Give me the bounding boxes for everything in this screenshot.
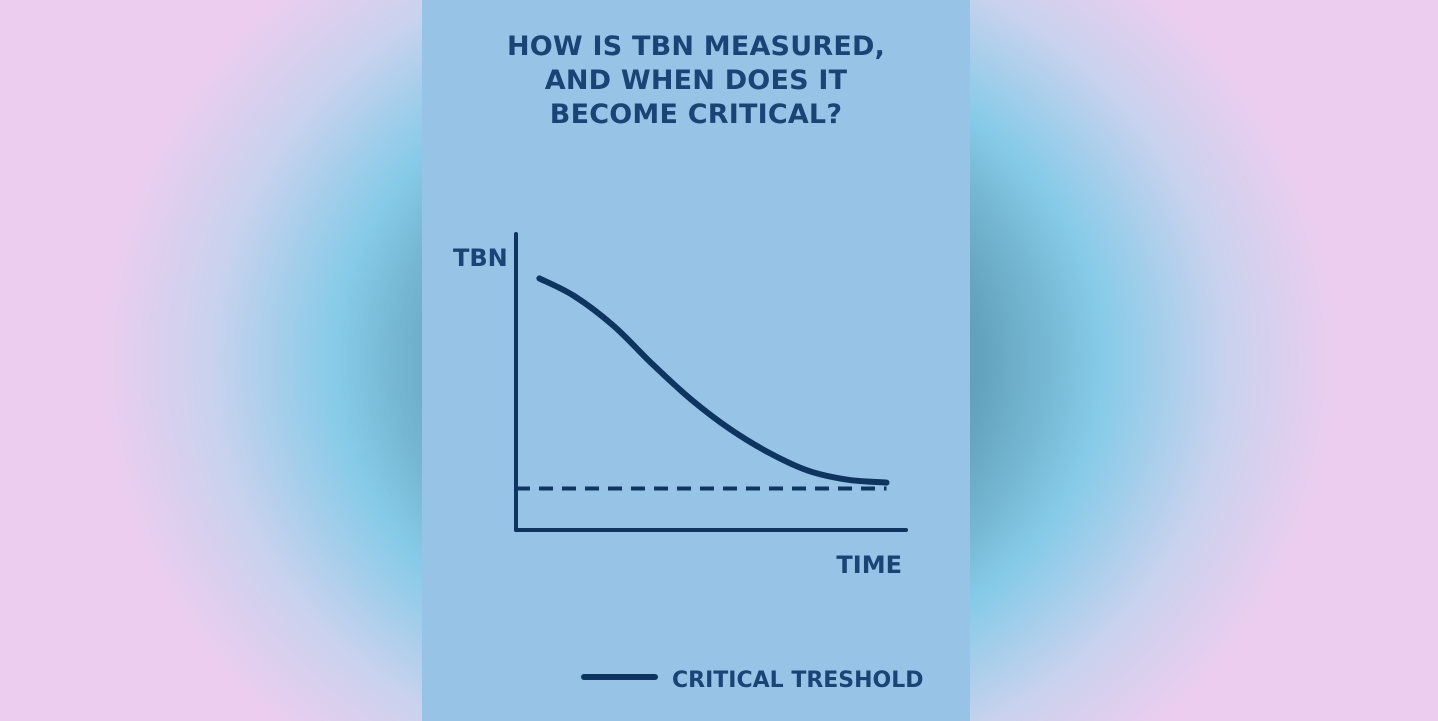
legend: CRITICAL TRESHOLD bbox=[581, 668, 924, 693]
chart-title-line-3: BECOME CRITICAL? bbox=[549, 99, 843, 130]
tbn-series-line bbox=[536, 275, 890, 486]
x-axis-label: TIME bbox=[836, 551, 902, 579]
chart-title-line-2: AND WHEN DOES IT bbox=[544, 65, 848, 96]
chart-title: HOW IS TBN MEASURED, AND WHEN DOES IT BE… bbox=[422, 30, 970, 132]
tbn-chart: TBN TIME CRITICAL TRESHOLD bbox=[453, 232, 924, 693]
chart-card: HOW IS TBN MEASURED, AND WHEN DOES IT BE… bbox=[422, 0, 970, 721]
y-axis-label: TBN bbox=[453, 244, 508, 272]
legend-label: CRITICAL TRESHOLD bbox=[672, 668, 924, 693]
chart-title-line-1: HOW IS TBN MEASURED, bbox=[506, 31, 886, 62]
